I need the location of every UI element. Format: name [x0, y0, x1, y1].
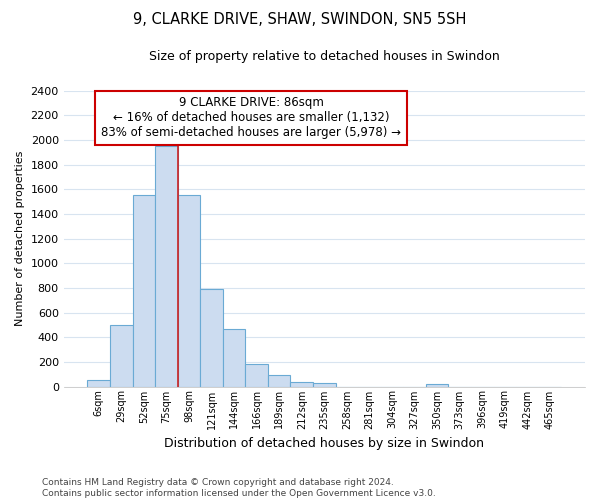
Text: 9, CLARKE DRIVE, SHAW, SWINDON, SN5 5SH: 9, CLARKE DRIVE, SHAW, SWINDON, SN5 5SH: [133, 12, 467, 28]
Bar: [290, 382, 313, 386]
Bar: [223, 329, 245, 386]
Bar: [110, 325, 133, 386]
Bar: [133, 196, 155, 386]
Bar: [313, 383, 335, 386]
Bar: [426, 384, 448, 386]
Y-axis label: Number of detached properties: Number of detached properties: [15, 151, 25, 326]
Bar: [200, 289, 223, 386]
Text: Contains HM Land Registry data © Crown copyright and database right 2024.
Contai: Contains HM Land Registry data © Crown c…: [42, 478, 436, 498]
Bar: [245, 364, 268, 386]
Bar: [178, 196, 200, 386]
Bar: [155, 146, 178, 386]
Title: Size of property relative to detached houses in Swindon: Size of property relative to detached ho…: [149, 50, 500, 63]
X-axis label: Distribution of detached houses by size in Swindon: Distribution of detached houses by size …: [164, 437, 484, 450]
Bar: [88, 380, 110, 386]
Text: 9 CLARKE DRIVE: 86sqm
← 16% of detached houses are smaller (1,132)
83% of semi-d: 9 CLARKE DRIVE: 86sqm ← 16% of detached …: [101, 96, 401, 140]
Bar: [268, 376, 290, 386]
